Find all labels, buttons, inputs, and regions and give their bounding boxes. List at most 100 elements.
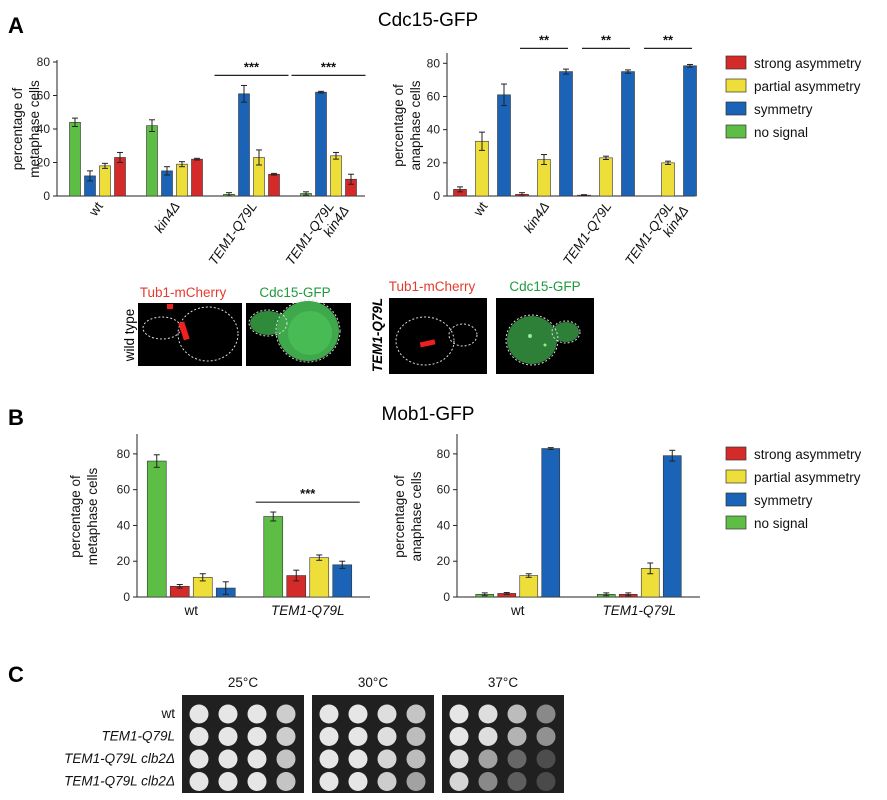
panel-title-b: Mob1-GFP [382, 404, 475, 425]
bar-nosignal [263, 516, 284, 598]
category-label: wt [184, 603, 199, 618]
colony-spot [536, 704, 556, 724]
y-axis-label: anaphase cells [408, 80, 423, 170]
legend-swatch [725, 469, 747, 484]
legend-swatch [725, 446, 747, 461]
bar-symmetry [621, 71, 635, 197]
y-axis-label: percentage of [10, 87, 25, 170]
colony-spot [348, 704, 368, 724]
y-axis-label: metaphase cells [85, 467, 100, 565]
y-tick-label: 40 [117, 518, 131, 532]
y-axis-label: percentage of [68, 475, 83, 558]
colony-spot [377, 749, 397, 769]
legend-label: symmetry [754, 493, 813, 508]
bar-symmetry [559, 71, 573, 197]
micro-label-red-left: Tub1-mCherry [140, 285, 227, 300]
legend-swatch [725, 55, 747, 70]
significance-label: ** [663, 32, 674, 47]
colony-spot [507, 704, 527, 724]
category-label: wt [510, 603, 525, 618]
category-label: kin4Δ [151, 199, 183, 235]
y-axis-label: anaphase cells [409, 471, 424, 561]
chart-a-metaphase: 0 20 40 60 80 percentage of metaphase cells ***… [10, 55, 366, 268]
y-axis-label: percentage of [392, 475, 407, 558]
y-tick-label: 20 [37, 156, 51, 170]
colony-spot [247, 704, 267, 724]
colony-spot [247, 727, 267, 746]
micro-row-label-left: wild type [122, 309, 137, 363]
bar-partial [99, 165, 111, 197]
bar-partial [519, 575, 539, 598]
y-tick-label: 0 [43, 189, 50, 203]
colony-spot [189, 727, 209, 746]
spot-assay: 25°C 30°C 37°C wt TEM1-Q79L TEM1-Q79L clb2Δ TE… [64, 675, 564, 793]
colony-spot [406, 704, 426, 724]
bar-symmetry [662, 455, 682, 598]
bar-symmetry [541, 448, 561, 598]
micro-row-label-right: TEM1-Q79L [370, 298, 385, 372]
legend-label: strong asymmetry [754, 447, 862, 462]
y-tick-label: 20 [117, 554, 131, 568]
significance-label: ** [601, 32, 612, 47]
significance-label: ** [539, 32, 550, 47]
legend-b: strong asymmetry partial asymmetry symmetr… [725, 446, 862, 531]
bar-symmetry [332, 564, 353, 598]
colony-spot [218, 749, 238, 769]
colony-spot [536, 727, 556, 746]
colony-spot [507, 749, 527, 769]
legend-swatch [725, 124, 747, 139]
colony-spot [507, 727, 527, 746]
legend-label: partial asymmetry [754, 79, 861, 94]
category-label: kin4Δ [521, 199, 553, 235]
colony-spot [189, 704, 209, 724]
colony-spot [507, 772, 527, 791]
colony-spot [449, 772, 469, 791]
legend-swatch [725, 78, 747, 93]
colony-spot [276, 749, 296, 769]
panel-label-c: C [8, 662, 24, 687]
bar-strong [191, 158, 203, 197]
y-tick-label: 60 [427, 89, 441, 103]
micrograph-tem1-gfp [496, 298, 594, 374]
bar-partial [330, 155, 342, 197]
bar-nosignal [146, 125, 158, 197]
significance-label: *** [300, 486, 316, 501]
colony-spot [377, 772, 397, 791]
category-label: wt [470, 199, 491, 220]
chart-a-anaphase: 0 20 40 60 80 percentage of anaphase cells ** **… [391, 32, 697, 268]
category-label: TEM1-Q79L [205, 199, 259, 268]
colony-spot [478, 772, 498, 791]
colony-spot [348, 772, 368, 791]
bar-strong [114, 157, 126, 197]
colony-spot [348, 749, 368, 769]
bar-symmetry [238, 93, 250, 197]
colony-spot [536, 772, 556, 791]
temperature-label: 30°C [358, 675, 388, 690]
colony-spot [478, 704, 498, 724]
colony-spot [536, 749, 556, 769]
colony-spot [218, 704, 238, 724]
colony-spot [319, 727, 339, 746]
micrograph-tem1-mcherry [389, 298, 487, 374]
y-tick-label: 80 [117, 447, 131, 461]
y-tick-label: 80 [427, 56, 441, 70]
y-tick-label: 40 [37, 122, 51, 136]
colony-spot [406, 772, 426, 791]
colony-spot [449, 727, 469, 746]
y-tick-label: 60 [117, 483, 131, 497]
panel-label-a: A [8, 13, 24, 38]
colony-spot [319, 772, 339, 791]
colony-spot [348, 727, 368, 746]
legend-a: strong asymmetry partial asymmetry symmetr… [725, 55, 862, 140]
micrograph-wt-gfp [246, 299, 351, 366]
y-axis-label: percentage of [391, 84, 406, 167]
y-tick-label: 80 [437, 447, 451, 461]
strain-label: TEM1-Q79L [101, 729, 175, 744]
micrographs: Tub1-mCherry Cdc15-GFP Tub1-mCherry Cdc1… [122, 279, 594, 374]
bar-strong [268, 173, 280, 197]
legend-swatch [725, 515, 747, 530]
legend-label: no signal [754, 516, 808, 531]
y-tick-label: 60 [37, 89, 51, 103]
legend-label: partial asymmetry [754, 470, 861, 485]
